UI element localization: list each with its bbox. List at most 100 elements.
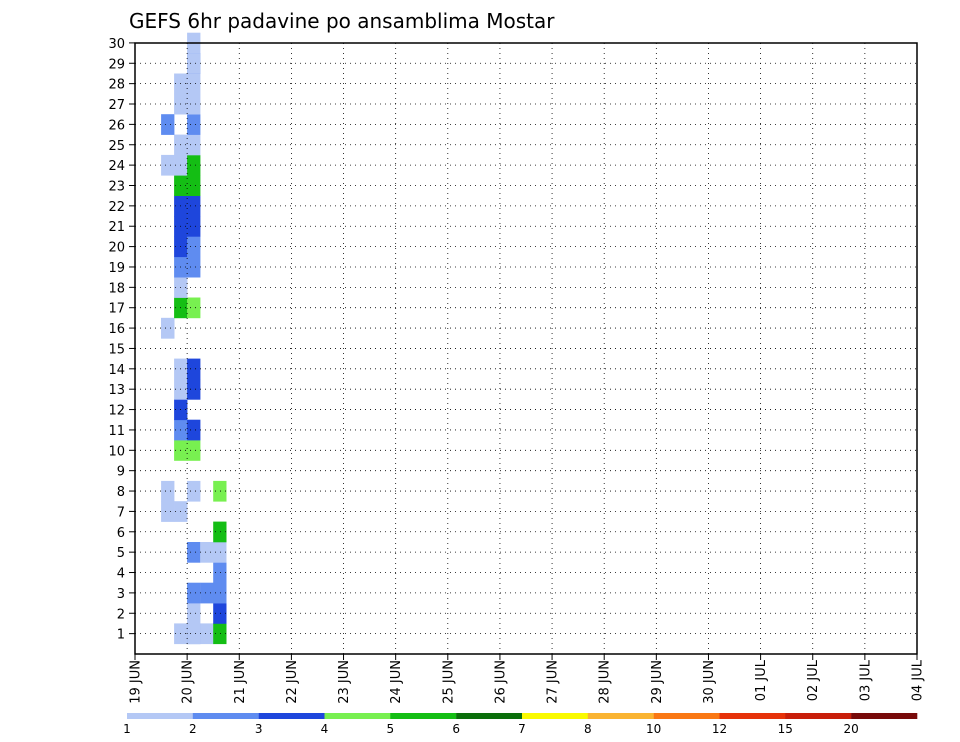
x-tick-label: 30 JUN xyxy=(702,660,717,704)
y-tick-label: 27 xyxy=(108,98,125,113)
y-tick-label: 30 xyxy=(108,37,125,52)
colorbar-swatch xyxy=(456,713,523,719)
cell-5 xyxy=(187,603,201,624)
y-tick-label: 9 xyxy=(117,465,125,480)
cell-49 xyxy=(161,114,175,135)
y-tick-label: 4 xyxy=(117,567,125,582)
y-tick-label: 6 xyxy=(117,526,125,541)
y-tick-label: 21 xyxy=(108,220,125,235)
colorbar: 1 2 3 4 5 6 7 8 10 12 15 20 xyxy=(123,713,918,736)
cell-4 xyxy=(213,623,227,645)
y-tick-label: 3 xyxy=(117,587,125,602)
colorbar-label: 5 xyxy=(386,722,394,736)
cell-57 xyxy=(187,53,201,74)
cell-11 xyxy=(187,542,201,563)
colorbar-swatch xyxy=(851,713,918,719)
x-tick-label: 03 JUL xyxy=(858,659,873,701)
colorbar-label: 3 xyxy=(255,722,263,736)
cell-14 xyxy=(213,521,227,543)
y-tick-label: 11 xyxy=(108,424,125,439)
colorbar-swatch xyxy=(587,713,654,719)
cell-26 xyxy=(187,379,201,400)
cell-10 xyxy=(213,562,227,583)
cell-44 xyxy=(161,154,175,176)
y-tick-label: 14 xyxy=(108,363,125,378)
cell-52 xyxy=(187,93,201,115)
cell-46 xyxy=(187,154,201,176)
y-tick-label: 15 xyxy=(108,342,125,357)
cell-32 xyxy=(187,297,201,319)
colorbar-swatch xyxy=(522,713,589,719)
colorbar-label: 20 xyxy=(844,722,859,736)
y-tick-label: 5 xyxy=(117,546,125,561)
colorbar-label: 8 xyxy=(584,722,592,736)
cell-12 xyxy=(200,542,214,563)
x-tick-label: 04 JUL xyxy=(911,659,926,701)
x-tick-label: 20 JUN xyxy=(181,660,196,704)
x-tick-label: 25 JUN xyxy=(441,660,456,704)
y-tick-label: 26 xyxy=(108,118,125,133)
cell-17 xyxy=(161,480,175,502)
x-tick-label: 21 JUN xyxy=(233,660,248,704)
colorbar-label: 12 xyxy=(712,722,727,736)
colorbar-label: 7 xyxy=(518,722,526,736)
colorbar-swatch xyxy=(390,713,457,719)
y-tick-label: 29 xyxy=(108,57,125,72)
cell-13 xyxy=(213,542,227,563)
y-axis: 1234567891011121314151617181920212223242… xyxy=(108,37,135,643)
cell-48 xyxy=(187,134,201,156)
colorbar-label: 10 xyxy=(646,722,661,736)
y-tick-label: 1 xyxy=(117,628,125,643)
y-tick-label: 25 xyxy=(108,139,125,154)
cell-2 xyxy=(187,623,201,645)
colorbar-swatch xyxy=(324,713,391,719)
y-tick-label: 10 xyxy=(108,444,125,459)
x-tick-label: 28 JUN xyxy=(598,660,613,704)
colorbar-swatch xyxy=(192,713,259,719)
cell-54 xyxy=(187,73,201,95)
y-tick-label: 28 xyxy=(108,78,125,93)
cell-6 xyxy=(213,603,227,624)
cell-19 xyxy=(213,480,227,502)
grid-layer xyxy=(135,42,918,654)
cell-7 xyxy=(187,582,201,604)
y-tick-label: 17 xyxy=(108,302,125,317)
y-tick-label: 13 xyxy=(108,383,125,398)
cell-3 xyxy=(200,623,214,645)
x-tick-label: 01 JUL xyxy=(754,659,769,701)
y-tick-label: 18 xyxy=(108,281,125,296)
colorbar-label: 1 xyxy=(123,722,131,736)
cell-41 xyxy=(187,195,201,217)
x-axis: 19 JUN 20 JUN 21 JUN 22 JUN 23 JUN 24 JUN 25 J… xyxy=(129,654,926,704)
cell-30 xyxy=(161,317,175,339)
chart-title: GEFS 6hr padavine po ansamblima Mostar xyxy=(129,9,555,33)
y-tick-label: 19 xyxy=(108,261,125,276)
colorbar-label: 2 xyxy=(189,722,197,736)
colorbar-swatch xyxy=(127,713,194,719)
cell-39 xyxy=(187,216,201,237)
y-tick-label: 20 xyxy=(108,241,125,256)
cell-23 xyxy=(187,419,201,441)
colorbar-swatch xyxy=(653,713,720,719)
x-tick-label: 24 JUN xyxy=(389,660,404,704)
cell-35 xyxy=(187,256,201,278)
x-tick-label: 19 JUN xyxy=(129,660,144,704)
x-tick-label: 26 JUN xyxy=(493,660,508,704)
x-tick-label: 02 JUL xyxy=(806,659,821,701)
cell-43 xyxy=(187,175,201,196)
x-tick-label: 22 JUN xyxy=(285,660,300,704)
colorbar-label: 6 xyxy=(452,722,460,736)
y-tick-label: 22 xyxy=(108,200,125,215)
x-tick-label: 23 JUN xyxy=(337,660,352,704)
x-tick-label: 27 JUN xyxy=(546,660,561,704)
cell-50 xyxy=(187,114,201,135)
colorbar-swatch xyxy=(258,713,325,719)
y-tick-label: 16 xyxy=(108,322,125,337)
y-tick-label: 24 xyxy=(108,159,125,174)
y-tick-label: 8 xyxy=(117,485,125,500)
colorbar-swatch xyxy=(719,713,786,719)
cell-21 xyxy=(187,440,201,461)
y-tick-label: 23 xyxy=(108,179,125,194)
y-tick-label: 2 xyxy=(117,607,125,622)
